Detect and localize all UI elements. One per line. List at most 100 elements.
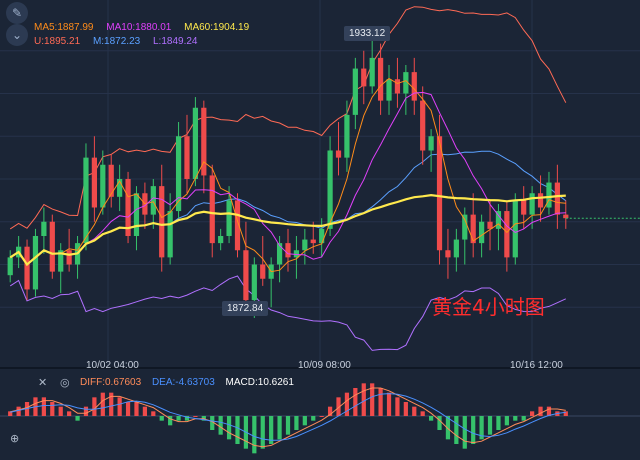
zoom-icon[interactable]: ⊕ <box>10 433 20 445</box>
macd-bar <box>361 383 366 416</box>
candle-down <box>159 164 165 272</box>
macd-bar <box>336 397 341 416</box>
candle-body <box>209 175 215 244</box>
close-icon[interactable]: ✕ <box>38 377 48 389</box>
candle-body <box>32 236 39 290</box>
macd-bar <box>151 411 156 416</box>
macd-bar <box>260 416 265 449</box>
macd-bar <box>109 392 114 416</box>
grid <box>0 0 640 365</box>
ma10-value: MA10:1880.01 <box>106 22 172 33</box>
macd-bar <box>386 392 392 416</box>
candle-body <box>554 182 560 215</box>
candle-down <box>201 100 207 194</box>
candle-up <box>428 129 434 172</box>
candle-body <box>369 57 375 87</box>
candle-up <box>529 186 535 229</box>
macd-dea-value: DEA:-4.63703 <box>151 377 215 388</box>
candle-body <box>420 100 426 151</box>
candle-down <box>49 214 55 279</box>
candle-down <box>563 200 569 229</box>
macd-bar <box>437 416 442 430</box>
macd-bar <box>75 416 80 421</box>
macd-macd-value: MACD:10.6261 <box>225 377 294 388</box>
macd-bar <box>218 416 223 435</box>
pencil-icon[interactable]: ✎ <box>6 2 28 24</box>
candle-down <box>260 236 266 286</box>
candle-down <box>108 154 114 208</box>
macd-bar <box>319 416 324 417</box>
macd-bar <box>513 416 518 421</box>
macd-bar <box>285 416 291 435</box>
candle-body <box>537 193 544 208</box>
candle-down <box>377 43 384 115</box>
candle-down <box>335 122 342 176</box>
candle-body <box>260 264 266 279</box>
macd-bar <box>8 411 13 416</box>
candle-body <box>546 182 552 208</box>
candle-body <box>521 200 527 215</box>
macd-bar <box>412 406 417 416</box>
candle-up <box>479 214 485 258</box>
macd-bar <box>344 392 350 416</box>
candle-up <box>218 228 224 251</box>
candle-body <box>411 72 417 101</box>
candle-body <box>428 136 434 151</box>
boll-middle-value: M:1872.23 <box>92 36 141 47</box>
macd-dea-line <box>10 393 566 441</box>
macd-bar <box>471 416 476 444</box>
macd-legend: DIFF:0.67603 DEA:-4.63703 MACD:10.6261 <box>80 377 302 388</box>
candle-down <box>445 228 451 279</box>
candle-body <box>159 186 165 258</box>
candle-up <box>58 243 64 293</box>
candle-body <box>276 243 283 265</box>
low-price-tag: 1872.84 <box>222 301 269 316</box>
candle-body <box>49 221 55 272</box>
candle-up <box>175 122 182 219</box>
candle-up <box>226 186 232 244</box>
macd-bar <box>403 402 408 416</box>
boll-legend: U:1895.21 M:1872.23 L:1849.24 <box>34 36 207 47</box>
macd-bar <box>395 397 400 416</box>
ma10-line <box>9 91 566 266</box>
boll-lower-line <box>9 275 567 351</box>
ma5-line <box>9 77 566 273</box>
ma5-value: MA5:1887.99 <box>34 22 94 33</box>
candle-body <box>192 107 199 179</box>
candle-up <box>403 65 409 115</box>
x-tick-label: 10/02 04:00 <box>86 360 139 371</box>
macd-bar <box>125 402 131 416</box>
candle-body <box>479 221 485 244</box>
macd-bar <box>193 416 198 417</box>
macd-bar <box>16 406 21 416</box>
boll-lower-value: L:1849.24 <box>152 36 198 47</box>
settings-icon[interactable]: ◎ <box>60 377 70 389</box>
candle-body <box>293 250 300 258</box>
macd-diff-value: DIFF:0.67603 <box>80 377 142 388</box>
macd-bar <box>420 411 425 416</box>
candle-up <box>7 250 13 283</box>
candle-down <box>184 114 190 194</box>
candle-body <box>201 107 207 176</box>
candle-down <box>91 136 97 222</box>
macd-bar <box>378 388 383 416</box>
macd-bar <box>445 416 451 440</box>
candle-up <box>327 136 333 236</box>
candle-down <box>209 164 215 258</box>
candle-body <box>251 264 257 301</box>
candle-up <box>276 236 283 283</box>
macd-bar <box>487 416 493 435</box>
macd-bar <box>538 406 543 416</box>
macd-bar <box>252 416 257 454</box>
macd-bar <box>428 416 434 421</box>
candle-body <box>41 221 47 236</box>
candle-up <box>352 57 358 130</box>
chevron-down-icon[interactable]: ⌄ <box>6 24 28 46</box>
candle-up <box>495 203 502 251</box>
candle-body <box>377 57 384 101</box>
candle-up <box>41 207 47 254</box>
candle-body <box>184 136 190 179</box>
macd-bar <box>134 402 139 416</box>
macd-bar <box>370 383 375 416</box>
candle-up <box>100 150 106 215</box>
